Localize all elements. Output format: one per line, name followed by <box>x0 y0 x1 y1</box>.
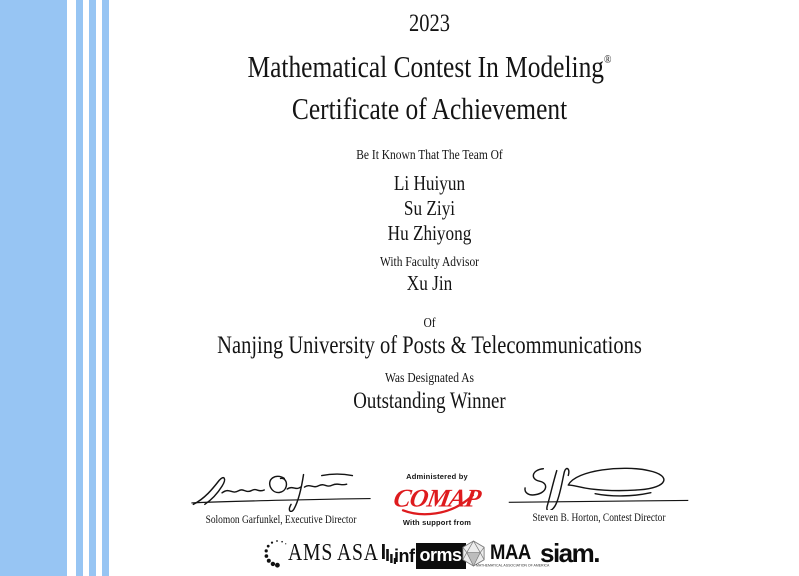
advisor-label: With Faculty Advisor <box>379 255 480 270</box>
maa-logo-text: MAA <box>490 541 531 564</box>
contest-director-caption: Steven B. Horton, Contest Director <box>532 512 666 524</box>
maa-logo-caption: MATHEMATICAL ASSOCIATION OF AMERICA <box>476 564 550 568</box>
left-stripe-thin-1 <box>76 0 83 576</box>
certificate-title: Certificate of Achievement <box>291 91 568 126</box>
left-stripe-thin-2 <box>89 0 96 576</box>
garfunkel-signature-icon <box>191 473 371 512</box>
asa-logo: ASA <box>337 537 398 569</box>
left-stripe-wide <box>0 0 67 576</box>
with-support-from-label: With support from <box>402 518 472 527</box>
certificate-body: 2023 Mathematical Contest In Modeling® C… <box>112 0 747 576</box>
team-member-2: Su Ziyi <box>403 196 456 220</box>
of-label: Of <box>423 316 436 331</box>
maa-polyhedron-icon <box>462 539 485 567</box>
left-stripe-thin-3 <box>102 0 109 576</box>
horton-signature-icon <box>508 467 689 510</box>
executive-director-caption: Solomon Garfunkel, Executive Director <box>205 514 357 526</box>
institution-name: Nanjing University of Posts & Telecommun… <box>217 332 642 359</box>
contest-title-text: Mathematical Contest In Modeling <box>247 49 605 84</box>
administered-by-label: Administered by <box>406 472 468 481</box>
comap-swoosh-icon <box>401 494 475 516</box>
asa-logo-text: ASA <box>337 539 379 566</box>
informs-logo-box: orms <box>415 543 466 569</box>
siam-logo-text: siam. <box>540 537 601 568</box>
ams-logo-text: AMS <box>288 539 334 566</box>
ams-logo: AMS <box>262 537 343 569</box>
siam-logo: siam. <box>540 537 601 569</box>
team-member-3: Hu Zhiyong <box>387 221 472 245</box>
contest-director-signature-block: Steven B. Horton, Contest Director <box>503 462 695 524</box>
designation: Outstanding Winner <box>353 388 506 413</box>
year: 2023 <box>409 10 450 37</box>
executive-director-signature-block: Solomon Garfunkel, Executive Director <box>184 466 378 526</box>
advisor-name: Xu Jin <box>406 271 453 295</box>
intro-label: Be It Known That The Team Of <box>356 148 503 163</box>
designation-label: Was Designated As <box>385 371 474 386</box>
registered-mark: ® <box>604 52 612 66</box>
asa-bars-icon <box>382 544 397 564</box>
informs-logo: inf orms <box>394 540 466 572</box>
ams-dots-icon <box>264 540 287 568</box>
contest-title: Mathematical Contest In Modeling® <box>169 49 690 84</box>
maa-logo: MAA MATHEMATICAL ASSOCIATION OF AMERICA <box>460 537 550 569</box>
team-member-1: Li Huiyun <box>393 171 466 195</box>
administered-by-block: Administered by COMAP With support from <box>377 472 497 527</box>
comap-logo: COMAP <box>391 484 484 516</box>
informs-logo-prefix: inf <box>394 545 415 566</box>
